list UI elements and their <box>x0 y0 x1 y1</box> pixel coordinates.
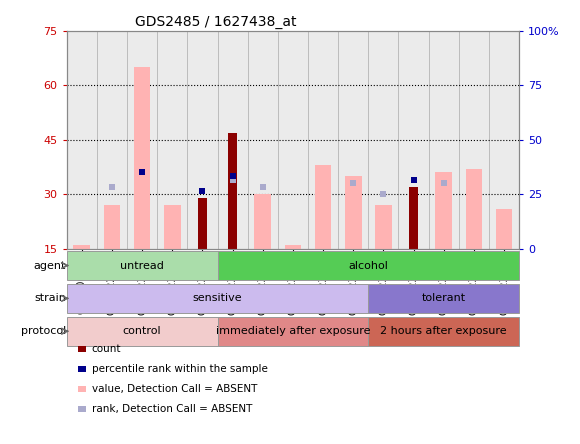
Bar <box>368 284 519 313</box>
Bar <box>218 251 519 280</box>
Bar <box>398 31 429 249</box>
Bar <box>368 317 519 346</box>
Bar <box>218 31 248 249</box>
Bar <box>429 31 459 249</box>
Bar <box>67 317 218 346</box>
Bar <box>127 31 157 249</box>
Bar <box>375 205 392 249</box>
Bar <box>338 31 368 249</box>
Bar <box>134 67 150 249</box>
Text: percentile rank within the sample: percentile rank within the sample <box>92 365 267 374</box>
Text: untread: untread <box>120 261 164 270</box>
Bar <box>67 284 368 313</box>
Bar <box>436 173 452 249</box>
Bar <box>104 205 120 249</box>
Bar <box>368 31 398 249</box>
Bar <box>345 176 361 249</box>
Bar <box>67 251 218 280</box>
Bar <box>285 245 301 249</box>
Bar <box>157 31 187 249</box>
Text: protocol: protocol <box>21 326 66 336</box>
Bar <box>459 31 489 249</box>
Bar <box>164 205 180 249</box>
Bar <box>218 317 368 346</box>
Bar <box>255 194 271 249</box>
Bar <box>409 187 418 249</box>
Text: agent: agent <box>34 261 66 270</box>
Bar <box>97 31 127 249</box>
Text: 2 hours after exposure: 2 hours after exposure <box>380 326 507 336</box>
Text: alcohol: alcohol <box>349 261 388 270</box>
Bar <box>248 31 278 249</box>
Bar <box>67 31 97 249</box>
Text: tolerant: tolerant <box>422 293 466 303</box>
Text: GDS2485 / 1627438_at: GDS2485 / 1627438_at <box>135 15 296 29</box>
Text: immediately after exposure: immediately after exposure <box>216 326 370 336</box>
Text: strain: strain <box>34 293 66 303</box>
Text: sensitive: sensitive <box>193 293 242 303</box>
Bar <box>466 169 482 249</box>
Bar <box>489 31 519 249</box>
Bar <box>229 133 237 249</box>
Bar <box>308 31 338 249</box>
Bar <box>496 209 512 249</box>
Bar <box>278 31 308 249</box>
Bar <box>187 31 218 249</box>
Text: count: count <box>92 345 121 354</box>
Text: value, Detection Call = ABSENT: value, Detection Call = ABSENT <box>92 385 257 394</box>
Text: control: control <box>123 326 161 336</box>
Bar <box>315 165 331 249</box>
Bar <box>198 198 206 249</box>
Bar <box>74 245 90 249</box>
Text: rank, Detection Call = ABSENT: rank, Detection Call = ABSENT <box>92 404 252 414</box>
